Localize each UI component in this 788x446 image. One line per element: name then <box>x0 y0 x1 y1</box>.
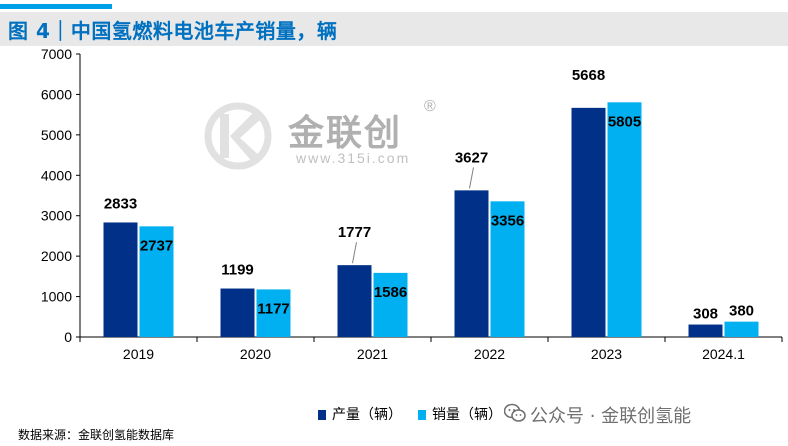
data-label-production: 1777 <box>338 224 371 241</box>
watermark-url: www.315i.com <box>296 150 411 166</box>
bar-sales <box>607 102 642 338</box>
x-tick-label: 2019 <box>123 346 154 362</box>
title-accent-stripe <box>0 4 112 9</box>
watermark-brand: 金联创 <box>288 113 403 154</box>
footer-watermark: 公众号 · 金联创氢能 <box>530 406 692 427</box>
bar-production <box>220 288 255 337</box>
bar-sales <box>724 321 759 337</box>
bar-production <box>337 265 372 337</box>
data-label-sales: 5805 <box>608 113 641 130</box>
source-note: 数据来源：金联创氢能数据库 <box>18 428 175 442</box>
data-label-production: 308 <box>693 306 718 323</box>
legend-item-production: 产量（辆） <box>318 404 402 424</box>
bar-production <box>571 107 606 337</box>
bar-sales <box>373 272 408 337</box>
data-label-sales: 2737 <box>140 237 173 254</box>
data-label-sales: 380 <box>729 303 754 320</box>
data-label-leader-line <box>469 167 474 189</box>
y-tick-label: 1000 <box>41 289 72 305</box>
legend-label-sales: 销量（辆） <box>432 407 502 423</box>
x-tick-label: 2023 <box>591 346 622 362</box>
watermark-registered: ® <box>424 98 436 115</box>
bar-production <box>103 222 138 337</box>
data-label-production: 3627 <box>455 149 488 166</box>
data-label-sales: 1586 <box>374 284 407 301</box>
y-tick-label: 3000 <box>41 208 72 224</box>
chart-title: 图 4｜中国氢燃料电池车产销量，辆 <box>8 19 338 43</box>
y-tick-label: 6000 <box>41 86 72 102</box>
bar-production <box>454 190 489 337</box>
data-label-leader-line <box>352 242 357 264</box>
x-tick-label: 2021 <box>357 346 388 362</box>
bar-sales <box>256 289 291 337</box>
legend-swatch-production <box>318 410 326 420</box>
data-label-production: 1199 <box>221 262 254 279</box>
legend-item-sales: 销量（辆） <box>418 404 502 424</box>
y-tick-label: 2000 <box>41 248 72 264</box>
bar-sales <box>139 226 174 337</box>
x-tick-label: 2024.1 <box>702 346 745 362</box>
y-tick-label: 0 <box>64 329 72 345</box>
data-label-production: 2833 <box>104 195 137 212</box>
bar-production <box>688 324 723 337</box>
x-tick-label: 2022 <box>474 346 505 362</box>
y-tick-label: 7000 <box>41 46 72 62</box>
data-label-production: 5668 <box>572 67 605 84</box>
data-label-sales: 3356 <box>491 212 524 229</box>
brand-logo-icon <box>204 102 272 170</box>
data-label-sales: 1177 <box>257 300 290 317</box>
y-tick-label: 4000 <box>41 167 72 183</box>
y-tick-label: 5000 <box>41 127 72 143</box>
legend-swatch-sales <box>418 410 426 420</box>
wechat-icon <box>504 403 526 422</box>
bar-sales <box>490 201 525 337</box>
x-tick-label: 2020 <box>240 346 271 362</box>
legend-label-production: 产量（辆） <box>332 407 402 423</box>
title-bar <box>0 12 788 46</box>
